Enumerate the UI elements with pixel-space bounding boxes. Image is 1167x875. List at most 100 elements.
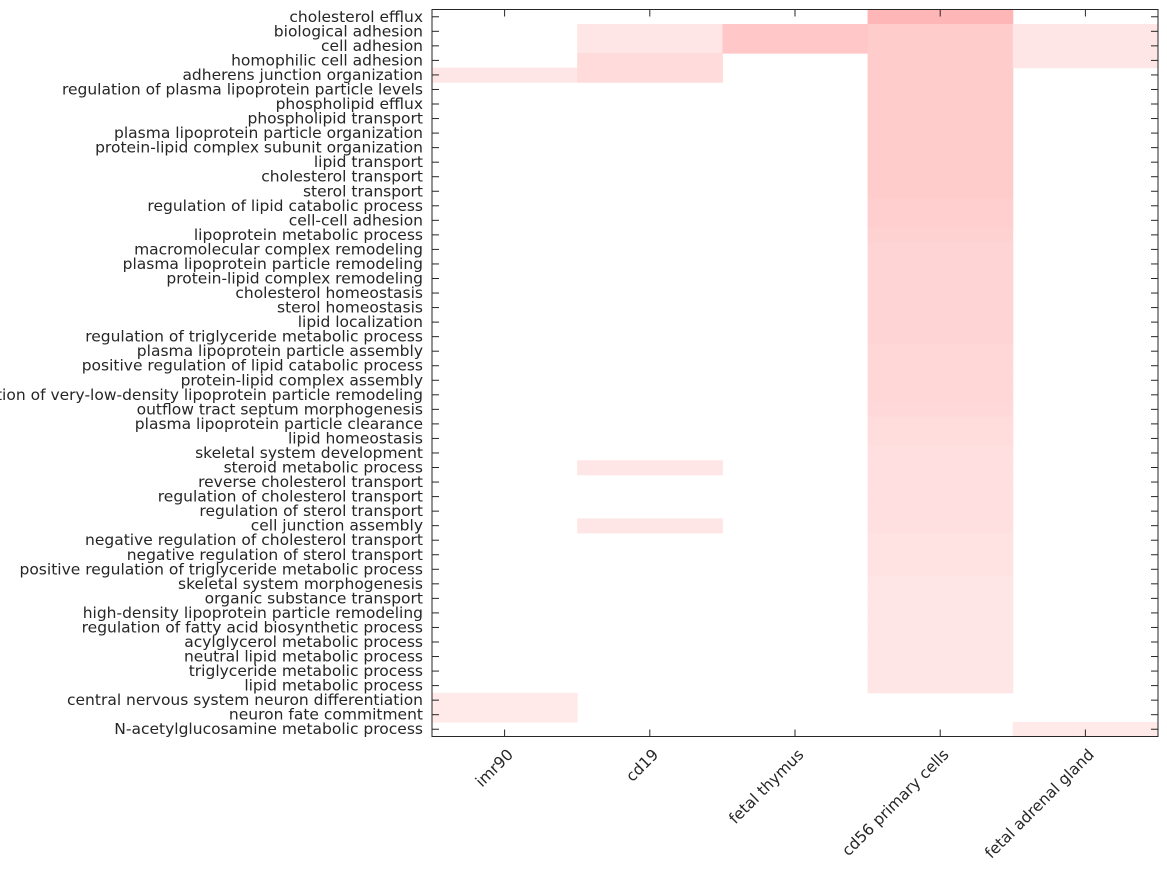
heatmap-cell [867,576,1014,592]
heatmap-cell [867,402,1014,418]
y-tick-label: reverse cholesterol transport [198,473,423,491]
heatmap-cell [867,591,1014,607]
heatmap-cell [1012,721,1159,737]
heatmap-cell [867,460,1014,476]
y-tick-label: plasma lipoprotein particle clearance [135,415,423,433]
x-axis-labels: imr90 cd19 fetal thymus cd56 primary cells f… [472,746,1098,862]
y-tick-label: cell junction assembly [251,517,423,535]
heatmap-cell [867,605,1014,621]
x-tick-label: fetal adrenal gland [981,746,1097,862]
y-tick-label: phospholipid efflux [276,95,423,113]
heatmap-cell [867,96,1014,112]
heatmap-cell [867,358,1014,374]
y-tick-label: steroid metabolic process [224,459,423,477]
y-tick-label: protein-lipid complex remodeling [166,269,423,287]
heatmap-cell [867,489,1014,505]
y-tick-label: lipoprotein metabolic process [194,226,423,244]
y-tick-label: biological adhesion [274,22,423,40]
x-tick-label: cd56 primary cells [838,746,952,860]
y-tick-label: macromolecular complex remodeling [134,240,423,258]
heatmap-cell [867,38,1014,54]
plot-frame [431,9,1159,737]
heatmap-cell [867,416,1014,432]
heatmap-cell [867,125,1014,141]
y-tick-label: sterol homeostasis [277,299,423,317]
x-tick-label: cd19 [622,746,662,786]
y-tick-label: regulation of lipid catabolic process [147,197,423,215]
y-tick-label: protein-lipid complex subunit organizati… [95,139,423,157]
heatmap-cell [867,678,1014,694]
heatmap-cell [1012,53,1159,69]
heatmap-cell [867,213,1014,229]
heatmap-cell [867,256,1014,272]
y-tick-label: cholesterol efflux [289,8,423,26]
heatmap-cell [867,445,1014,461]
heatmap-cell [867,620,1014,636]
heatmap-cell [867,649,1014,665]
heatmap-cell [867,198,1014,214]
heatmap-cell [867,53,1014,69]
y-tick-label: regulation of plasma lipoprotein particl… [62,80,423,98]
heatmap-cell [577,24,723,40]
y-tick-label: plasma lipoprotein particle organization [114,124,423,142]
heatmap-cell [867,285,1014,301]
y-tick-label: protein-lipid complex assembly [181,371,423,389]
y-tick-label: adherens junction organization [182,66,423,84]
y-tick-label: N-acetylglucosamine metabolic process [114,720,423,738]
y-tick-label: regulation of triglyceride metabolic pro… [85,328,423,346]
x-tick-label: fetal thymus [725,746,807,828]
heatmap-cell [867,373,1014,389]
heatmap-cell [432,67,578,83]
axis-ticks [432,9,1158,737]
heatmap-cell [867,271,1014,287]
heatmap-cell [867,343,1014,359]
heatmap-cell [867,634,1014,650]
y-tick-label: organic substance transport [205,589,423,607]
heatmap-cell [867,562,1014,578]
y-tick-label: regulation of sterol transport [199,502,423,520]
y-tick-label: regulation of very-low-density lipoprote… [0,386,423,404]
y-tick-label: neutral lipid metabolic process [184,648,423,666]
heatmap-cell [577,67,723,83]
y-tick-label: negative regulation of cholesterol trans… [85,531,423,549]
y-tick-label: outflow tract septum morphogenesis [137,400,423,418]
heatmap-cell [867,431,1014,447]
heatmap-cell [577,518,723,534]
heatmap-cell [867,300,1014,316]
y-tick-label: lipid metabolic process [244,677,423,695]
y-tick-label: cell-cell adhesion [289,211,423,229]
heatmap-cell [867,314,1014,330]
heatmap-cell [867,183,1014,200]
y-tick-label: regulation of fatty acid biosynthetic pr… [82,618,423,636]
heatmap-cell [867,329,1014,345]
heatmap-cell [867,663,1014,679]
heatmap-cell [867,387,1014,403]
heatmap-cell [577,38,723,54]
heatmap-cell [722,24,869,40]
heatmap-cell [867,532,1014,548]
y-tick-label: lipid transport [314,153,423,171]
heatmap-cell [867,67,1014,83]
heatmap-cell [867,547,1014,563]
y-tick-label: plasma lipoprotein particle assembly [137,342,423,360]
y-tick-label: triglyceride metabolic process [189,662,423,680]
y-tick-label: neuron fate commitment [229,706,423,724]
y-tick-label: cholesterol homeostasis [235,284,423,302]
x-tick-label: imr90 [472,746,517,791]
y-tick-label: high-density lipoprotein particle remode… [83,604,423,622]
y-tick-label: homophilic cell adhesion [231,51,423,69]
heatmap-cell [867,242,1014,258]
heatmap-cell [1012,24,1159,40]
y-tick-label: cholesterol transport [261,168,423,186]
heatmap-cell [867,169,1014,185]
heatmap-cell [722,38,869,54]
y-tick-label: lipid homeostasis [288,429,423,447]
heatmap-cells [432,9,1159,737]
heatmap-cell [577,53,723,69]
heatmap-cell [867,227,1014,243]
y-tick-label: regulation of cholesterol transport [158,488,423,506]
y-tick-label: plasma lipoprotein particle remodeling [123,255,423,273]
y-tick-label: negative regulation of sterol transport [127,546,423,564]
